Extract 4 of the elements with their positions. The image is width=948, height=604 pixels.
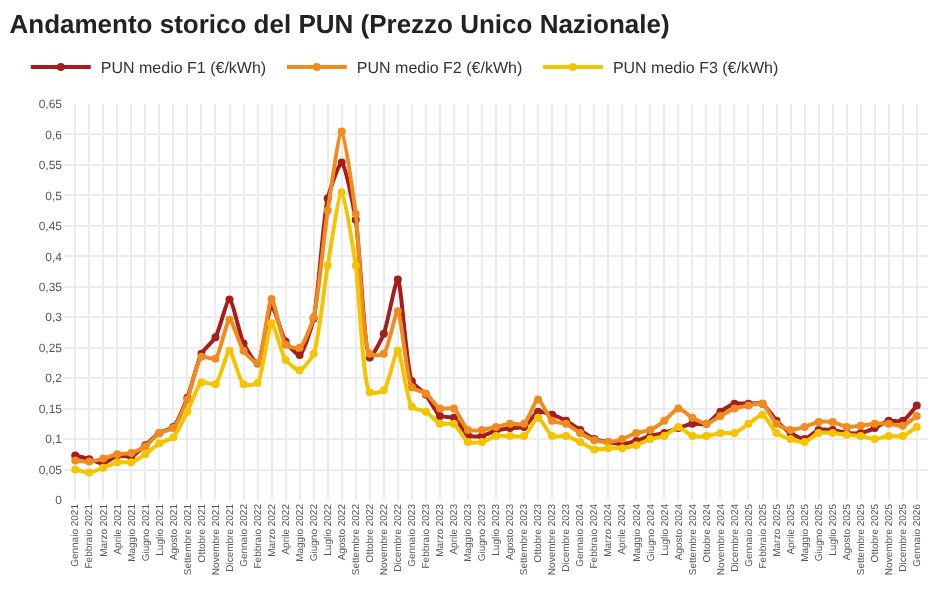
legend-label: PUN medio F2 (€/kWh) (356, 59, 523, 78)
legend-label: PUN medio F3 (€/kWh) (612, 59, 779, 78)
chart-title: Andamento storico del PUN (Prezzo Unico Nazionale) (9, 9, 670, 40)
legend-label: PUN medio F1 (€/kWh) (100, 59, 267, 78)
